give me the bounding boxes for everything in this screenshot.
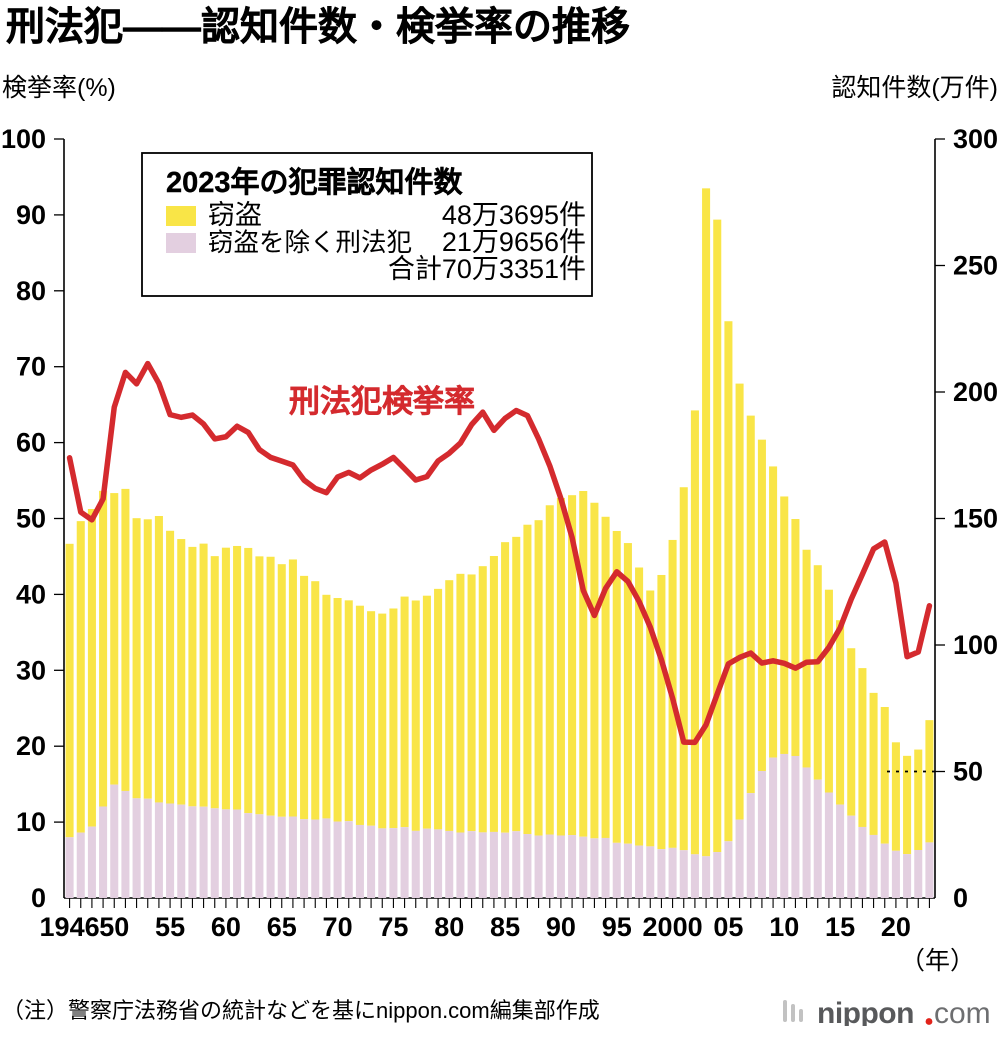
svg-text:com: com [934,997,991,1026]
svg-text:2023年の犯罪認知件数: 2023年の犯罪認知件数 [166,165,464,199]
svg-text:20: 20 [881,912,911,942]
svg-text:90: 90 [546,912,576,942]
svg-text:80: 80 [434,912,464,942]
svg-text:05: 05 [713,912,743,942]
svg-text:40: 40 [16,579,46,609]
svg-text:60: 60 [16,428,46,458]
svg-text:10: 10 [16,807,46,837]
svg-text:50: 50 [953,757,983,787]
svg-text:0: 0 [31,883,46,913]
svg-text:150: 150 [953,504,998,534]
svg-text:0: 0 [953,883,968,913]
svg-text:48万3695件: 48万3695件 [442,200,586,230]
svg-text:50: 50 [99,912,129,942]
svg-text:1946: 1946 [40,912,100,942]
svg-text:刑法犯——認知件数・検挙率の推移: 刑法犯——認知件数・検挙率の推移 [6,6,630,49]
svg-text:200: 200 [953,377,998,407]
svg-text:15: 15 [825,912,855,942]
svg-text:nippon: nippon [817,997,914,1026]
svg-text:窃盗を除く刑法犯: 窃盗を除く刑法犯 [208,229,412,257]
svg-text:（年）: （年） [900,947,975,975]
svg-text:300: 300 [953,124,998,154]
svg-text:90: 90 [16,200,46,230]
svg-text:20: 20 [16,731,46,761]
svg-text:100: 100 [953,630,998,660]
svg-text:80: 80 [16,276,46,306]
svg-text:刑法犯検挙率: 刑法犯検挙率 [289,384,475,419]
svg-text:250: 250 [953,251,998,281]
svg-text:95: 95 [602,912,632,942]
svg-text:認知件数(万件): 認知件数(万件) [831,74,998,102]
svg-text:21万9656件: 21万9656件 [442,227,586,257]
svg-text:検挙率(%): 検挙率(%) [2,74,116,102]
svg-text:窃盗: 窃盗 [208,200,262,230]
svg-text:70: 70 [323,912,353,942]
svg-text:60: 60 [211,912,241,942]
svg-text:合計70万3351件: 合計70万3351件 [388,254,586,284]
svg-text:50: 50 [16,504,46,534]
svg-text:（注）警察庁法務省の統計などを基にnippon.com編集部: （注）警察庁法務省の統計などを基にnippon.com編集部作成 [2,998,600,1023]
svg-text:100: 100 [1,124,46,154]
svg-text:85: 85 [490,912,520,942]
svg-text:30: 30 [16,655,46,685]
svg-text:70: 70 [16,352,46,382]
svg-text:75: 75 [378,912,408,942]
svg-text:55: 55 [155,912,185,942]
svg-text:2000: 2000 [643,912,703,942]
svg-text:10: 10 [769,912,799,942]
svg-text:65: 65 [267,912,297,942]
